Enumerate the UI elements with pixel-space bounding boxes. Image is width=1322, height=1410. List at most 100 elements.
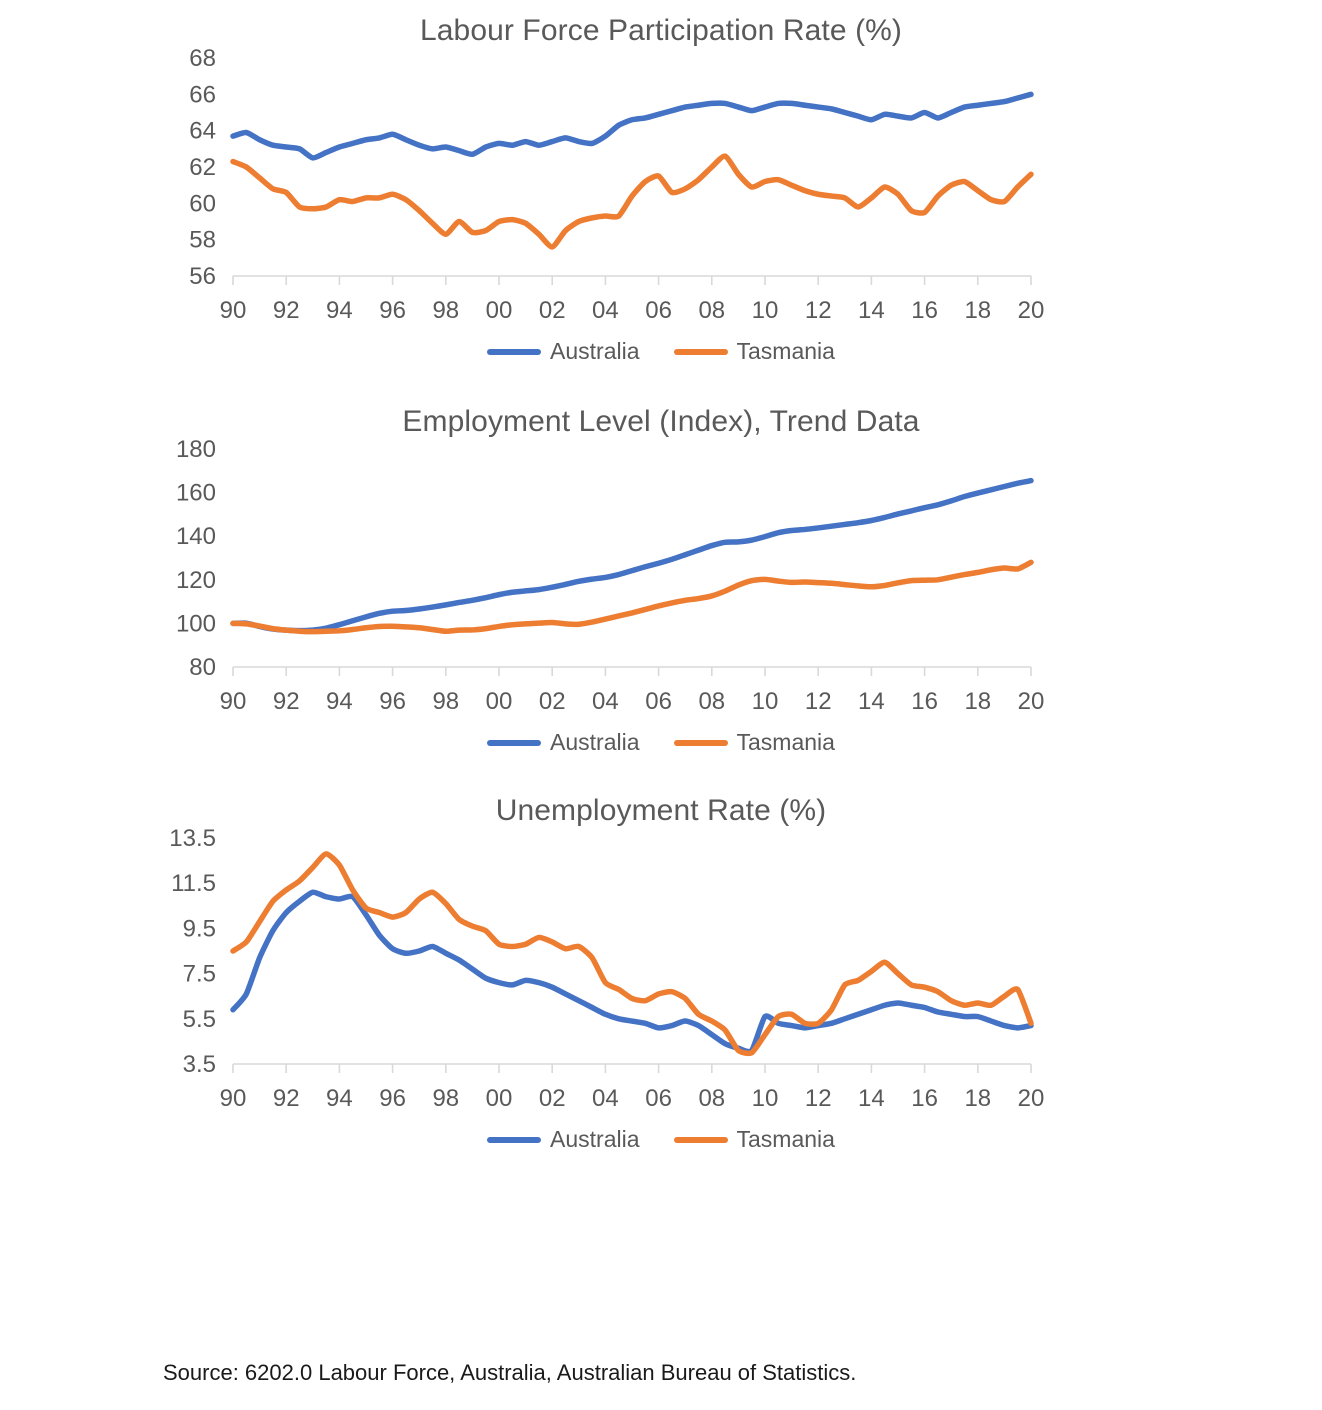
x-axis-tick-label: 02 xyxy=(539,1085,566,1112)
legend-label-australia: Australia xyxy=(550,729,640,755)
x-axis-tick-label: 96 xyxy=(379,1085,406,1112)
x-axis-tick-label: 94 xyxy=(326,688,353,715)
y-axis-tick-label: 66 xyxy=(189,81,216,108)
legend-entry-tasmania[interactable]: Tasmania xyxy=(673,1126,835,1153)
y-axis-tick-label: 9.5 xyxy=(183,915,216,942)
x-axis-tick-label: 90 xyxy=(220,1085,247,1112)
x-axis-tick-label: 10 xyxy=(752,1085,779,1112)
legend-entry-tasmania[interactable]: Tasmania xyxy=(673,729,835,756)
series-line-australia xyxy=(230,889,1034,1055)
x-axis-tick-label: 98 xyxy=(432,1085,459,1112)
x-axis-tick-label: 04 xyxy=(592,297,619,324)
x-axis-tick-label: 16 xyxy=(911,1085,938,1112)
x-axis-tick-label: 08 xyxy=(698,297,725,324)
y-axis-tick-label: 180 xyxy=(176,439,216,463)
x-axis-tick-label: 04 xyxy=(592,688,619,715)
x-axis-tick-label: 10 xyxy=(752,297,779,324)
chart-title-unemployment: Unemployment Rate (%) xyxy=(495,794,827,827)
legend-entry-australia[interactable]: Australia xyxy=(487,1126,640,1153)
source-note: Source: 6202.0 Labour Force, Australia, … xyxy=(163,1360,857,1385)
x-axis-tick-label: 18 xyxy=(964,297,991,324)
legend-employment: Australia Tasmania xyxy=(0,729,1322,756)
x-axis-tick-label: 92 xyxy=(273,688,300,715)
legend-swatch-tasmania xyxy=(673,348,728,355)
y-axis-tick-label: 140 xyxy=(176,523,216,550)
x-axis-tick-label: 92 xyxy=(273,297,300,324)
y-axis-tick-label: 120 xyxy=(176,567,216,594)
y-axis-tick-label: 62 xyxy=(189,154,216,181)
y-axis-tick-label: 80 xyxy=(189,654,216,681)
y-axis-tick-label: 3.5 xyxy=(183,1051,216,1078)
employment-plot-svg: 80 100 120 140 160 180 90 92 94 96 98 00 02 04 06 08 10 1… xyxy=(176,439,1045,715)
series-line-australia xyxy=(230,91,1034,161)
x-axis-tick-label: 00 xyxy=(486,688,513,715)
legend-unemployment: Australia Tasmania xyxy=(0,1126,1322,1153)
x-axis-tick-label: 16 xyxy=(911,297,938,324)
x-axis-tick-label: 14 xyxy=(858,688,885,715)
x-axis-tick-label: 18 xyxy=(964,688,991,715)
x-axis-tick-label: 96 xyxy=(379,688,406,715)
series-line-tasmania xyxy=(230,559,1034,635)
y-axis-tick-label: 60 xyxy=(189,190,216,217)
plot-area-participation: 56 58 60 62 64 66 68 90 92 94 96 98 00 02 04 06 08 10 12 14… xyxy=(0,48,1322,338)
y-axis-tick-label: 58 xyxy=(189,227,216,254)
series-line-tasmania xyxy=(230,153,1034,250)
x-axis-tick-label: 96 xyxy=(379,297,406,324)
x-axis-tick-label: 08 xyxy=(698,1085,725,1112)
x-axis-tick-label: 00 xyxy=(486,1085,513,1112)
y-axis-tick-label: 64 xyxy=(189,118,216,145)
legend-label-australia: Australia xyxy=(550,338,640,364)
x-axis-tick-label: 20 xyxy=(1018,688,1045,715)
legend-participation: Australia Tasmania xyxy=(0,338,1322,365)
chart-title-employment: Employment Level (Index), Trend Data xyxy=(402,405,920,438)
legend-swatch-tasmania xyxy=(673,1136,728,1143)
legend-entry-australia[interactable]: Australia xyxy=(487,338,640,365)
x-axis-tick-label: 94 xyxy=(326,1085,353,1112)
x-axis-tick-label: 12 xyxy=(805,1085,832,1112)
x-axis-tick-label: 04 xyxy=(592,1085,619,1112)
y-axis-tick-label: 56 xyxy=(189,263,216,290)
unemployment-plot-svg: 3.5 5.5 7.5 9.5 11.5 13.5 90 92 94 96 98 00 02 04 06 08… xyxy=(169,828,1045,1112)
legend-label-tasmania: Tasmania xyxy=(736,1126,835,1152)
series-line-tasmania xyxy=(230,851,1034,1057)
x-axis-tick-label: 00 xyxy=(486,297,513,324)
x-axis-tick-label: 14 xyxy=(858,1085,885,1112)
legend-swatch-australia xyxy=(487,348,542,355)
x-axis-tick-label: 02 xyxy=(539,688,566,715)
x-axis-tick-label: 90 xyxy=(220,297,247,324)
x-axis-tick-label: 12 xyxy=(805,688,832,715)
x-axis-tick-label: 16 xyxy=(911,688,938,715)
y-axis-tick-label: 7.5 xyxy=(183,961,216,988)
x-axis-tick-label: 20 xyxy=(1018,1085,1045,1112)
legend-swatch-australia xyxy=(487,1136,542,1143)
x-axis-tick-label: 18 xyxy=(964,1085,991,1112)
x-axis-tick-label: 98 xyxy=(432,688,459,715)
chart-unemployment-rate: Unemployment Rate (%) 3.5 5.5 7.5 9.5 11.5 13… xyxy=(0,756,1322,1153)
legend-swatch-australia xyxy=(487,739,542,746)
x-axis-tick-label: 06 xyxy=(645,688,672,715)
chart-participation-rate: Labour Force Participation Rate (%) 56 58… xyxy=(0,0,1322,365)
x-axis-tick-label: 10 xyxy=(752,688,779,715)
y-axis-tick-label: 160 xyxy=(176,480,216,507)
x-axis-tick-label: 20 xyxy=(1018,297,1045,324)
plot-area-employment: 80 100 120 140 160 180 90 92 94 96 98 00 02 04 06 08 10 1… xyxy=(0,439,1322,729)
legend-label-tasmania: Tasmania xyxy=(736,729,835,755)
y-axis-tick-label: 5.5 xyxy=(183,1006,216,1033)
chart-title-participation: Labour Force Participation Rate (%) xyxy=(419,14,903,47)
x-axis-tick-label: 92 xyxy=(273,1085,300,1112)
x-axis-tick-label: 94 xyxy=(326,297,353,324)
legend-label-tasmania: Tasmania xyxy=(736,338,835,364)
y-axis-tick-label: 100 xyxy=(176,610,216,637)
participation-plot-svg: 56 58 60 62 64 66 68 90 92 94 96 98 00 02 04 06 08 10 12 14… xyxy=(189,48,1045,324)
x-axis-tick-label: 06 xyxy=(645,297,672,324)
chart-employment-level: Employment Level (Index), Trend Data 80 1… xyxy=(0,365,1322,756)
x-axis-tick-label: 06 xyxy=(645,1085,672,1112)
legend-label-australia: Australia xyxy=(550,1126,640,1152)
legend-entry-tasmania[interactable]: Tasmania xyxy=(673,338,835,365)
y-axis-tick-label: 11.5 xyxy=(171,870,216,897)
x-axis-tick-label: 02 xyxy=(539,297,566,324)
legend-swatch-tasmania xyxy=(673,739,728,746)
legend-entry-australia[interactable]: Australia xyxy=(487,729,640,756)
series-line-australia xyxy=(230,477,1034,634)
